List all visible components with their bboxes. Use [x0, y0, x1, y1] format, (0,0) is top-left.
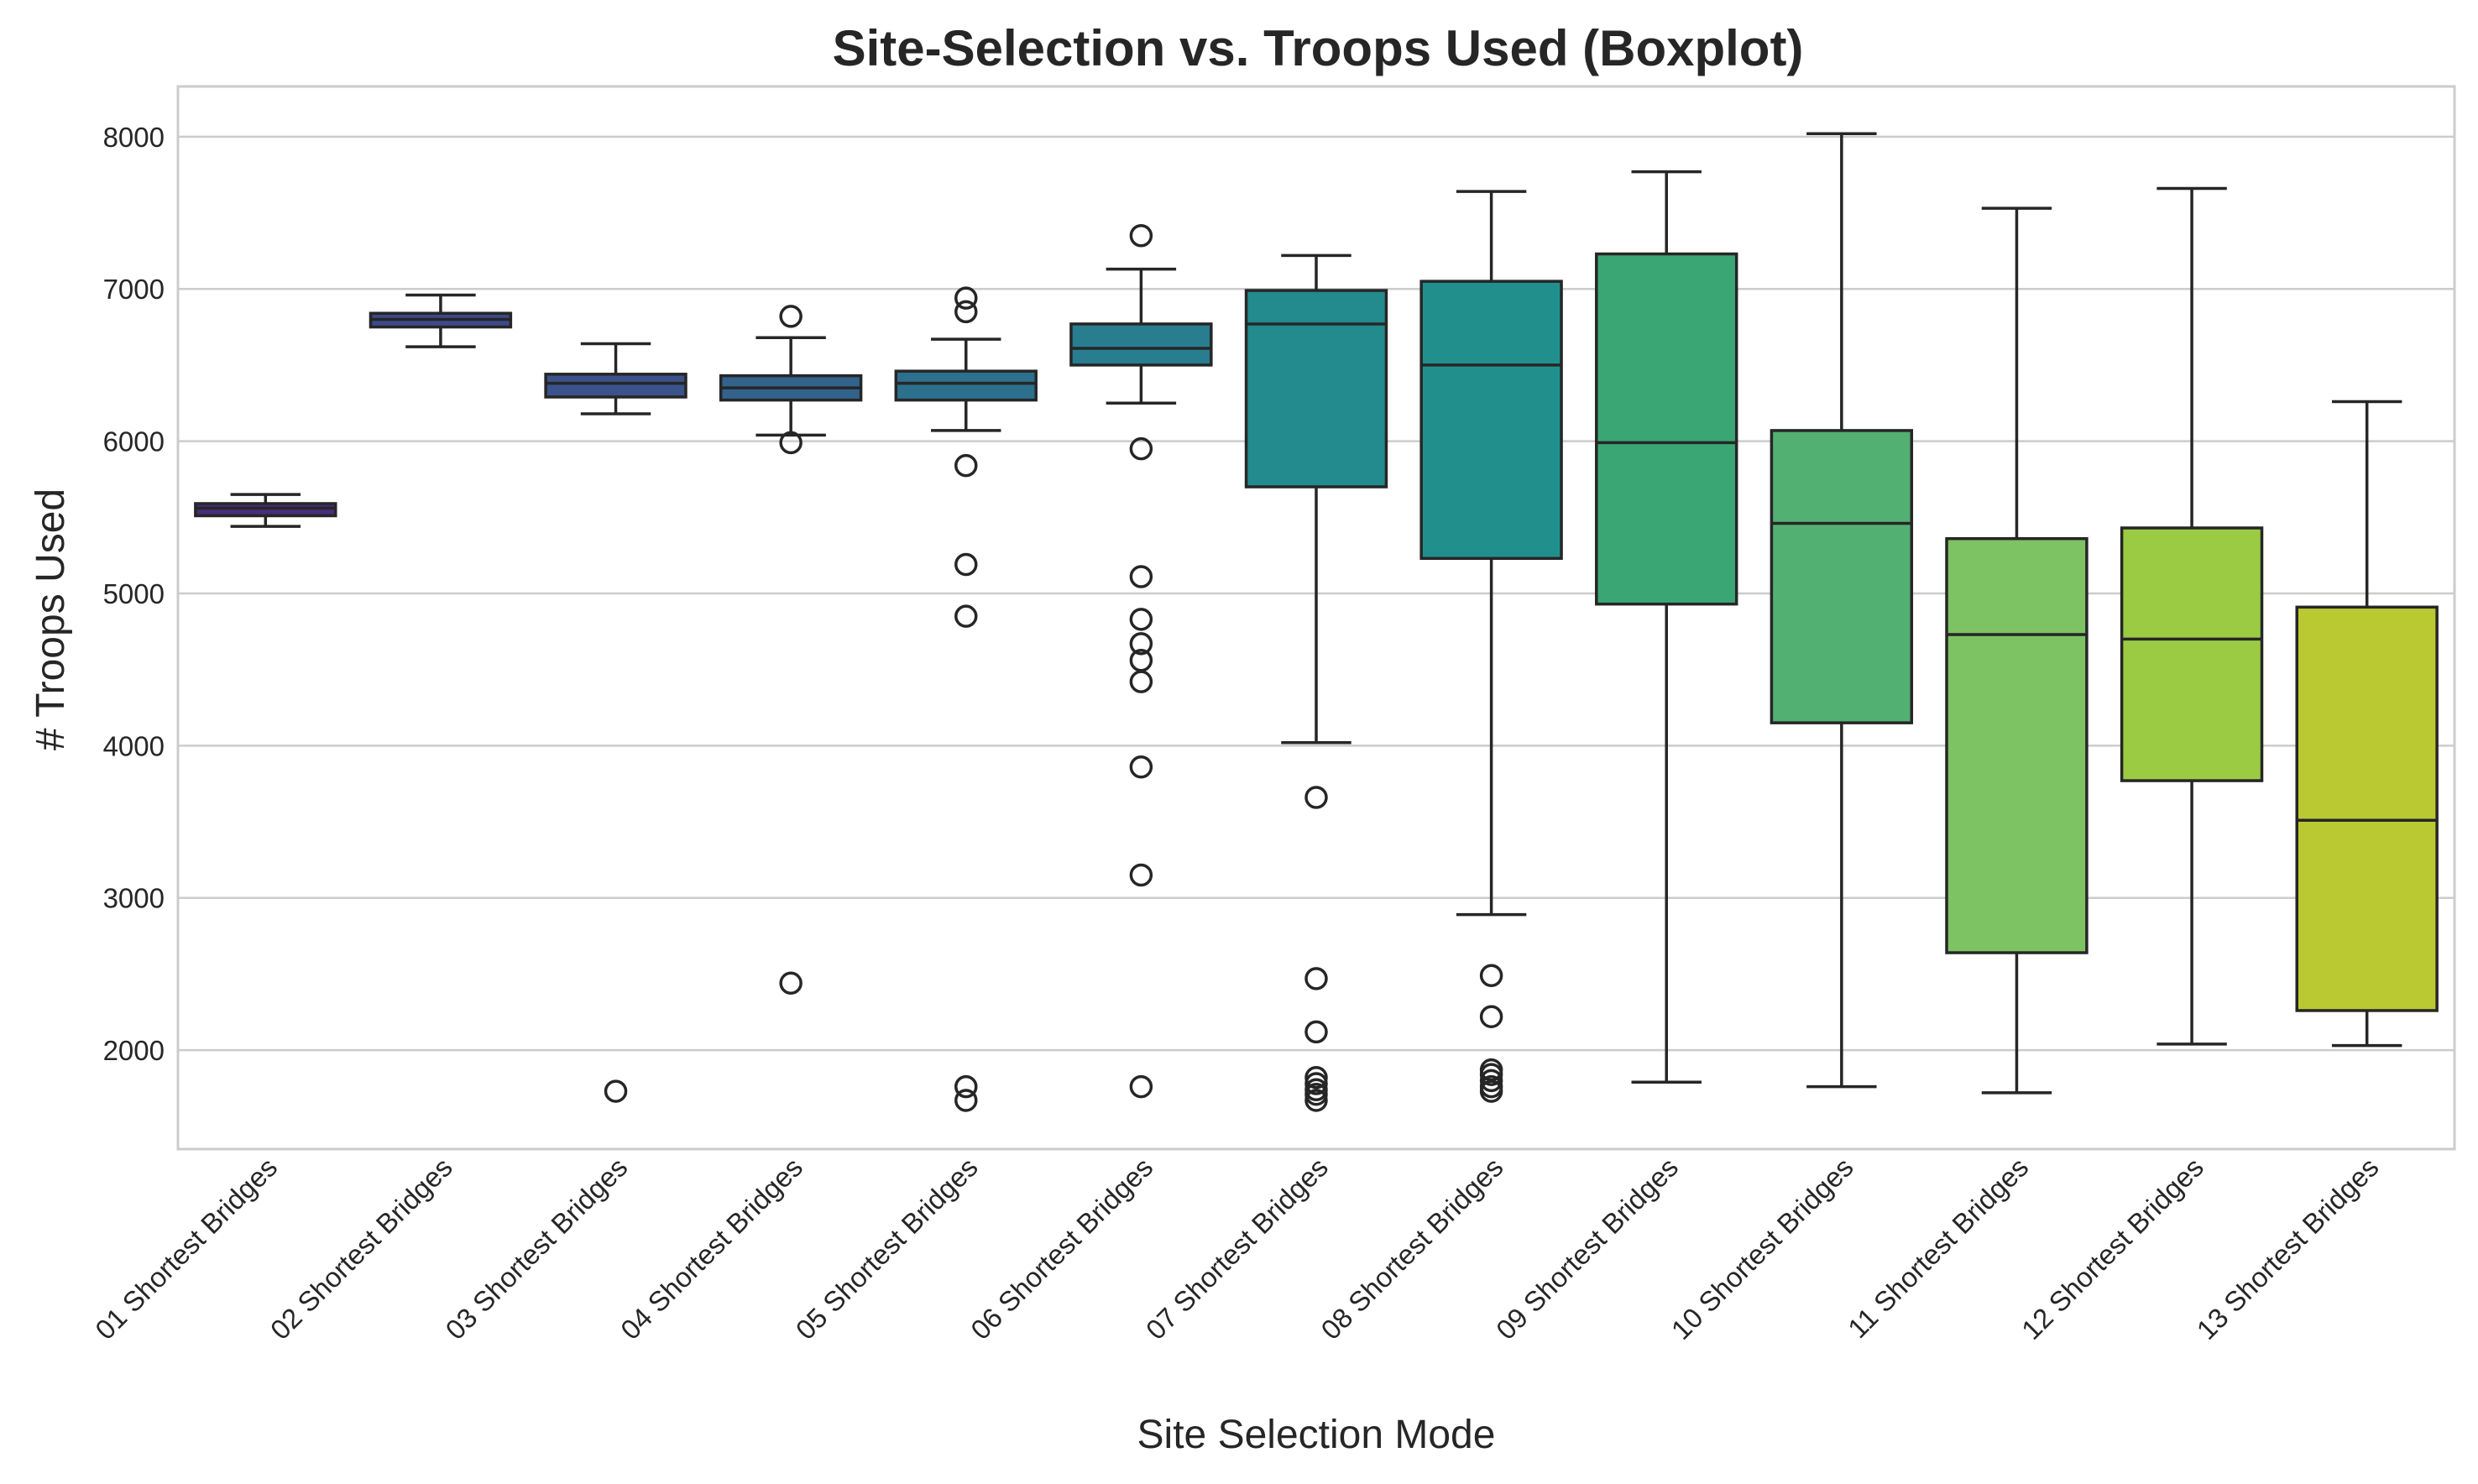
- outlier-point: [779, 431, 802, 455]
- box-group: [1244, 253, 1388, 1112]
- box-iqr: [894, 369, 1038, 402]
- box-iqr: [544, 373, 687, 399]
- outlier-point: [1129, 608, 1153, 631]
- box-group: [1069, 223, 1213, 1099]
- outlier-point: [1129, 863, 1153, 887]
- box-iqr: [1595, 252, 1738, 606]
- outlier-point: [1304, 1089, 1328, 1112]
- outlier-point: [1479, 1069, 1503, 1093]
- outlier-point: [1129, 223, 1153, 248]
- y-tick-label: 7000: [103, 274, 165, 305]
- x-tick-label: 03 Shortest Bridges: [439, 1152, 633, 1346]
- box-iqr: [1945, 536, 2089, 954]
- box-group: [1595, 170, 1738, 1084]
- y-axis-ticks: 2000 3000 4000 5000 6000 7000 8000: [103, 122, 165, 1066]
- y-tick-label: 5000: [103, 578, 165, 609]
- box-group: [1770, 132, 1914, 1089]
- x-axis-label: Site Selection Mode: [1137, 1413, 1496, 1457]
- x-tick-label: 01 Shortest Bridges: [89, 1152, 283, 1346]
- x-tick-label: 11 Shortest Bridges: [1842, 1152, 2034, 1344]
- outlier-point: [779, 305, 802, 328]
- outlier-point: [954, 604, 978, 628]
- outlier-point: [954, 286, 978, 310]
- box-iqr: [1419, 280, 1563, 561]
- outlier-point: [1304, 786, 1328, 809]
- chart-title: Site-Selection vs. Troops Used (Boxplot): [833, 20, 1804, 76]
- box-iqr: [1244, 289, 1388, 489]
- box-group: [544, 342, 687, 1103]
- y-axis-label: # Troops Used: [29, 489, 73, 750]
- box-group: [2120, 186, 2264, 1046]
- outlier-point: [604, 1079, 628, 1103]
- box-iqr: [2120, 526, 2264, 782]
- x-tick-label: 04 Shortest Bridges: [614, 1152, 808, 1346]
- outlier-point: [1304, 1020, 1328, 1044]
- y-tick-label: 3000: [103, 883, 165, 914]
- box-group: [194, 493, 337, 528]
- x-tick-label: 09 Shortest Bridges: [1490, 1152, 1684, 1346]
- outlier-point: [1479, 964, 1503, 987]
- outlier-point: [1479, 1005, 1503, 1028]
- box-group: [1419, 190, 1563, 1103]
- x-tick-label: 12 Shortest Bridges: [2015, 1152, 2209, 1346]
- outlier-point: [1304, 1072, 1328, 1095]
- outlier-point: [1304, 1082, 1328, 1106]
- box-group: [1945, 206, 2089, 1095]
- outlier-point: [954, 453, 978, 478]
- x-tick-label: 06 Shortest Bridges: [965, 1152, 1158, 1346]
- box-iqr: [194, 502, 337, 518]
- box-iqr: [1770, 429, 1914, 724]
- outlier-point: [954, 1074, 978, 1099]
- outlier-point: [1304, 967, 1328, 990]
- outlier-point: [1479, 1063, 1503, 1086]
- box-group: [894, 286, 1038, 1112]
- outlier-point: [1129, 565, 1153, 588]
- y-tick-label: 2000: [103, 1035, 165, 1066]
- y-tick-label: 4000: [103, 730, 165, 761]
- boxes-group: [194, 132, 2439, 1112]
- outlier-point: [954, 300, 978, 324]
- y-tick-label: 6000: [103, 426, 165, 457]
- x-tick-label: 10 Shortest Bridges: [1665, 1152, 1859, 1346]
- outlier-point: [1129, 755, 1153, 779]
- x-tick-label: 07 Shortest Bridges: [1140, 1152, 1334, 1346]
- plot-area-frame: [176, 85, 2456, 1151]
- outlier-point: [1129, 670, 1153, 693]
- box-group: [369, 293, 513, 348]
- outlier-point: [954, 1089, 978, 1112]
- outlier-point: [1129, 632, 1153, 656]
- y-tick-label: 8000: [103, 122, 165, 153]
- outlier-point: [1304, 1066, 1328, 1089]
- outlier-point: [1479, 1079, 1503, 1103]
- box-iqr: [1069, 322, 1213, 367]
- box-iqr: [2295, 605, 2439, 1012]
- x-tick-label: 08 Shortest Bridges: [1315, 1152, 1508, 1346]
- outlier-point: [1129, 436, 1153, 461]
- outlier-point: [1129, 1074, 1153, 1099]
- x-tick-label: 02 Shortest Bridges: [264, 1152, 458, 1346]
- box-group: [2295, 400, 2439, 1048]
- outlier-point: [779, 971, 802, 995]
- x-tick-label: 05 Shortest Bridges: [790, 1152, 984, 1346]
- x-tick-label: 13 Shortest Bridges: [2191, 1152, 2385, 1346]
- outlier-point: [954, 552, 978, 577]
- box-group: [719, 305, 863, 995]
